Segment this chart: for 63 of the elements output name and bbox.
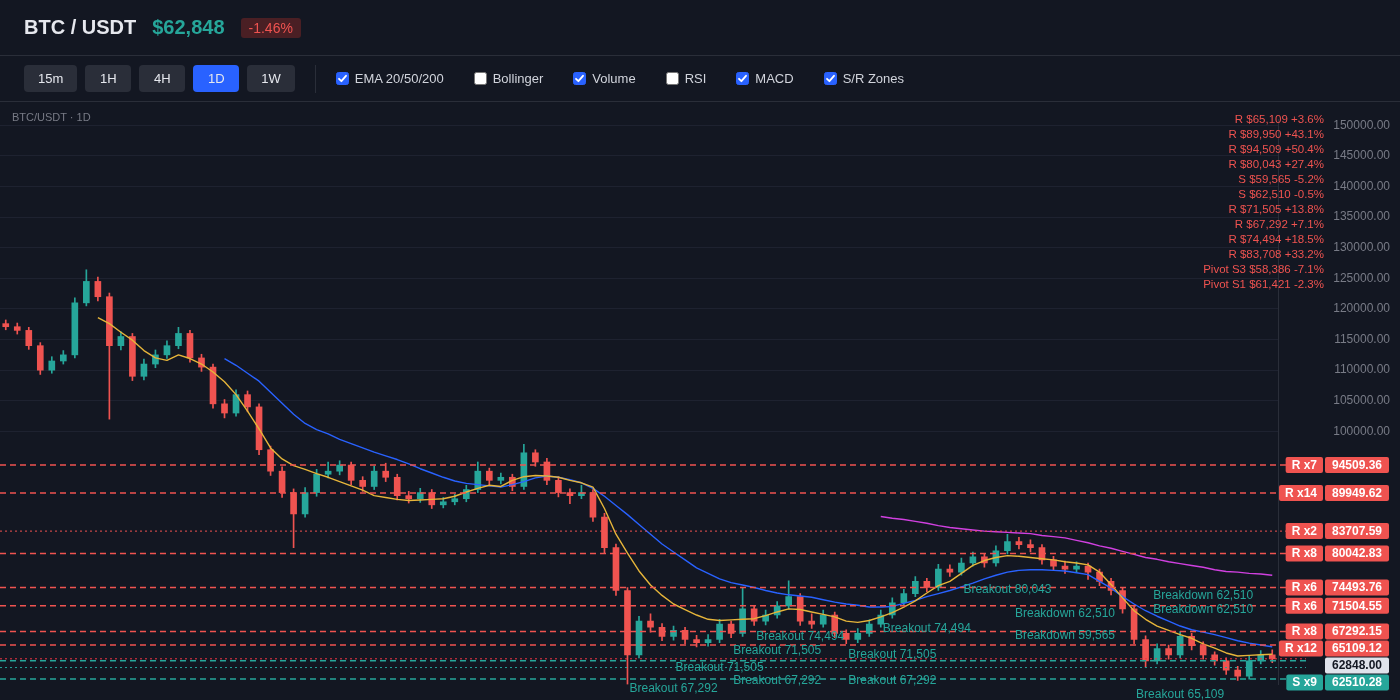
interval-button: 1H [85,65,132,92]
annotation: R $67,292 +7.1% [1234,217,1324,232]
annotation: Breakdown 59,565 [1014,628,1116,643]
text: Breakout 65,109 [1136,687,1225,700]
annotation: R $71,505 +13.8% [1228,202,1324,217]
text: R x6 74493.76 [1291,580,1383,595]
annotation: Breakdown 62,510 [1153,602,1254,617]
annotation: Breakout 67,292 [629,681,718,696]
annotation: R $74,494 +18.5% [1228,232,1324,247]
annotation: R $80,043 +27.4% [1228,157,1324,172]
candlestick [808,613,816,629]
interval-button: 4H [139,65,186,92]
text: R x12 65109.12 [1284,641,1383,656]
text: Bollinger [492,71,544,86]
text: MACD [755,71,794,86]
text: R x14 89949.62 [1284,485,1383,500]
y-tick-label: 130000.00 [1333,240,1391,255]
y-tick-label: 120000.00 [1333,301,1391,316]
y-tick-label: 100000.00 [1333,423,1391,438]
text: S/R Zones [842,71,905,86]
y-tick-label: 140000.00 [1333,178,1391,193]
y-tick-label: 125000.00 [1333,270,1391,285]
ref-line-label: 62848.00 [1331,658,1383,673]
interval-button: 1W [247,65,295,92]
interval-button: 15m [24,65,78,92]
chart-subtitle: $62,848 [152,16,225,39]
text: Volume [592,71,636,86]
annotation: S $62,510 -0.5% [1238,187,1324,202]
annotation: S $59,565 -5.2% [1238,172,1324,187]
annotation: Breakout 74,494 [882,621,972,636]
chart-title: BTC / USDT [24,16,137,39]
annotation: Breakout 71,505 [848,647,937,662]
annotation: R $94,509 +50.4% [1228,142,1324,157]
annotation: Breakout 71,505 [733,643,822,658]
annotation: BTC/USDT · 1D [12,111,91,123]
y-tick-label: 110000.00 [1334,362,1391,377]
y-tick-label: 145000.00 [1333,148,1391,163]
text: S x9 62510.28 [1292,675,1383,690]
annotation: Pivot S1 $61,421 -2.3% [1203,277,1324,292]
text: R x8 80042.83 [1291,546,1383,561]
y-tick-label: 150000.00 [1333,117,1391,132]
annotation: Breakout 80,043 [963,582,1052,597]
interval-button: 1D [193,65,240,92]
annotation: Breakdown 62,510 [1153,588,1254,603]
text: R x7 94509.36 [1291,457,1383,472]
annotation: R $83,708 +33.2% [1228,247,1324,262]
annotation: Breakout 71,505 [675,660,764,675]
text: RSI [684,71,707,86]
annotation: Breakdown 62,510 [1014,606,1116,621]
annotation: R $89,950 +43.1% [1228,127,1324,142]
text: -1.46% [240,17,301,38]
y-tick-label: 135000.00 [1333,209,1391,224]
candlestick [946,564,954,577]
text: R x2 83707.59 [1291,523,1383,538]
candlestick [704,634,712,647]
text: EMA 20/50/200 [354,71,444,86]
text: R x6 71504.55 [1291,598,1383,613]
annotation: Breakout 67,292 [733,673,822,688]
text: R x8 67292.15 [1291,624,1383,639]
annotation: Pivot S3 $58,386 -7.1% [1203,262,1324,277]
y-tick-label: 105000.00 [1333,393,1391,408]
annotation: R $65,109 +3.6% [1234,112,1324,127]
y-tick-label: 115000.00 [1334,331,1391,346]
